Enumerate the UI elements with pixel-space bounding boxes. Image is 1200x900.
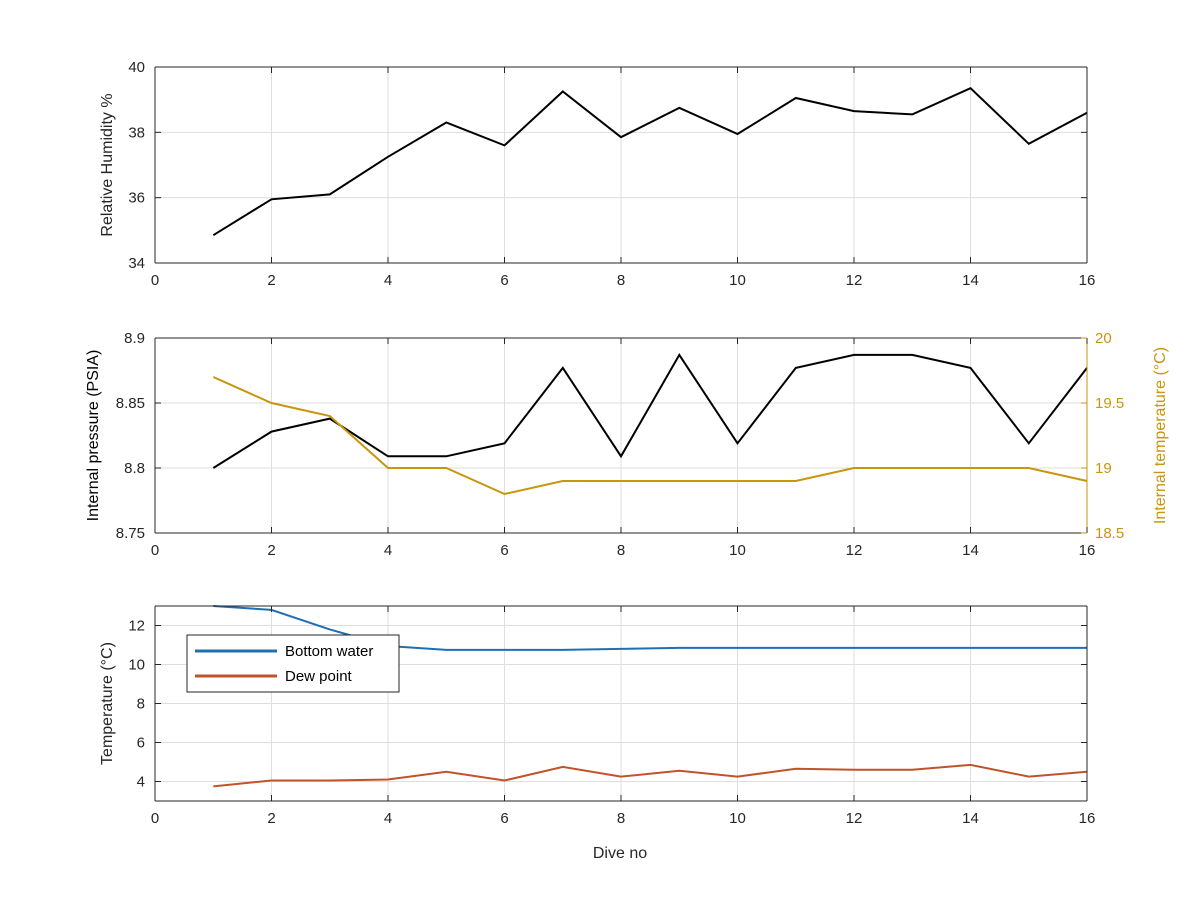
chart3-legend-label-2: Dew point [285,668,353,685]
chart3-legend-label-1: Bottom water [285,643,373,660]
chart2-x-tick-label: 2 [267,542,275,559]
chart2-series-line-1 [212,352,1088,469]
chart2-y-tick-label: 8.8 [124,460,145,477]
chart1-y-tick-label: 38 [128,124,145,141]
chart2-y2-tick-label: 20 [1095,330,1112,347]
chart3-x-tick-label: 16 [1079,810,1096,827]
chart2-x-tick-label: 14 [962,542,979,559]
chart2-y2-tick-label: 18.5 [1095,525,1124,542]
chart1-x-tick-label: 2 [267,272,275,289]
chart3-x-tick-label: 6 [500,810,508,827]
chart3-y-tick-label: 4 [137,774,145,791]
chart1-x-tick-label: 16 [1079,272,1096,289]
chart1-x-tick-label: 10 [729,272,746,289]
chart2-y2-tick-label: 19.5 [1095,395,1124,412]
chart3-y-axis-label: Temperature (°C) [99,642,116,765]
chart2-x-tick-label: 12 [846,542,863,559]
chart1-x-tick-label: 12 [846,272,863,289]
chart3-x-tick-label: 8 [617,810,625,827]
chart2-x-tick-label: 0 [151,542,159,559]
chart1-x-tick-label: 6 [500,272,508,289]
chart1-x-tick-label: 8 [617,272,625,289]
chart2-x-tick-label: 16 [1079,542,1096,559]
chart2-x-tick-label: 10 [729,542,746,559]
chart2-y-tick-label: 8.75 [116,525,145,542]
chart3-y-tick-label: 8 [137,696,145,713]
chart2-y-tick-label: 8.85 [116,395,145,412]
chart1-x-tick-label: 0 [151,272,159,289]
chart2-series-line-2 [212,376,1088,496]
chart3-x-tick-label: 4 [384,810,392,827]
chart3-series-line-2 [213,763,1088,788]
chart2-x-tick-label: 4 [384,542,392,559]
chart1-x-tick-label: 4 [384,272,392,289]
chart2-y2-tick-label: 19 [1095,460,1112,477]
chart2-y2-axis-label: Internal temperature (°C) [1152,347,1169,524]
chart3-x-tick-label: 14 [962,810,979,827]
chart3-x-tick-label: 10 [729,810,746,827]
chart2-x-tick-label: 8 [617,542,625,559]
chart1-x-tick-label: 14 [962,272,979,289]
chart1-y-tick-label: 36 [128,190,145,207]
chart3-y-tick-label: 6 [137,735,145,752]
chart3-y-tick-label: 12 [128,618,145,635]
chart3-x-tick-label: 12 [846,810,863,827]
x-axis-label: Dive no [593,845,647,862]
chart2-y-tick-label: 8.9 [124,330,145,347]
chart3-x-tick-label: 2 [267,810,275,827]
chart2-y-axis-label: Internal pressure (PSIA) [85,350,102,522]
chart2-x-tick-label: 6 [500,542,508,559]
chart3-x-tick-label: 0 [151,810,159,827]
chart1-y-axis-label: Relative Humidity % [99,93,116,236]
chart3-legend-box [186,634,400,693]
chart1-series-line-1 [212,87,1088,237]
chart3-y-tick-label: 10 [128,657,145,674]
chart1-y-tick-label: 40 [128,59,145,76]
chart1-y-tick-label: 34 [128,255,145,272]
